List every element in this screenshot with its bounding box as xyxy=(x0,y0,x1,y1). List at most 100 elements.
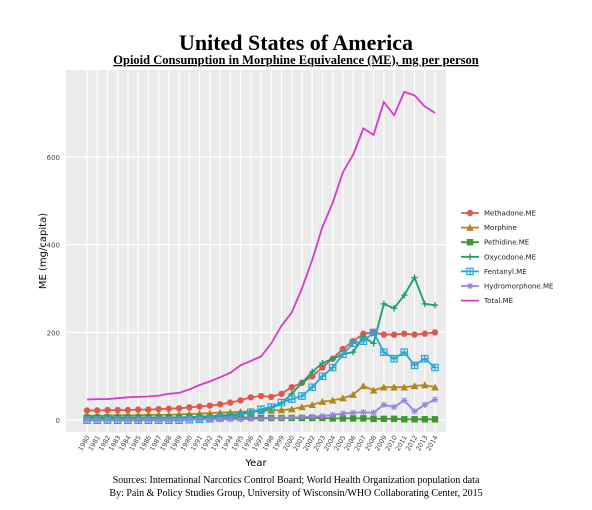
marker xyxy=(349,409,357,416)
marker xyxy=(380,300,388,308)
marker xyxy=(328,396,337,404)
marker xyxy=(227,399,234,406)
legend-label: Pethidine.ME xyxy=(484,239,529,247)
marker xyxy=(329,411,336,419)
note: By: Pain & Policy Studies Group, Univers… xyxy=(109,488,482,499)
marker xyxy=(401,397,408,404)
marker xyxy=(155,405,162,413)
marker xyxy=(411,416,418,423)
marker xyxy=(390,403,398,411)
marker xyxy=(411,408,418,415)
marker xyxy=(196,416,203,423)
marker xyxy=(339,410,347,417)
marker xyxy=(421,300,428,308)
marker xyxy=(431,416,439,423)
legend-label: Methadone.ME xyxy=(484,210,536,218)
marker xyxy=(318,397,327,405)
y-axis-label: ME (mg/capita) xyxy=(38,213,49,289)
marker xyxy=(268,393,275,401)
marker xyxy=(145,416,152,423)
marker xyxy=(401,330,408,337)
marker xyxy=(298,403,306,411)
marker xyxy=(298,413,306,421)
marker xyxy=(390,354,398,363)
marker xyxy=(287,405,296,413)
marker xyxy=(360,415,367,422)
y-tick-label: 600 xyxy=(47,154,60,162)
marker xyxy=(83,416,91,423)
marker xyxy=(134,416,142,423)
marker xyxy=(420,381,429,389)
legend-label: Morphine xyxy=(484,224,517,232)
marker xyxy=(380,348,388,356)
x-axis-label: Year xyxy=(244,458,267,469)
marker xyxy=(124,406,132,414)
marker xyxy=(466,267,474,276)
marker xyxy=(114,416,121,423)
marker xyxy=(134,406,142,413)
marker xyxy=(431,301,439,309)
marker xyxy=(431,383,439,391)
marker xyxy=(349,390,357,398)
marker xyxy=(420,354,429,363)
marker xyxy=(257,415,265,423)
marker xyxy=(370,409,377,416)
marker xyxy=(114,406,121,414)
marker xyxy=(83,407,91,414)
marker xyxy=(370,415,377,423)
marker xyxy=(298,392,306,400)
marker xyxy=(104,406,111,414)
marker xyxy=(466,223,474,231)
y-tick-label: 0 xyxy=(56,417,60,425)
marker xyxy=(104,416,111,423)
marker xyxy=(268,415,275,422)
marker xyxy=(216,401,224,408)
marker xyxy=(349,415,357,422)
marker xyxy=(431,396,439,403)
marker xyxy=(390,331,398,338)
marker xyxy=(410,361,419,370)
series-line xyxy=(86,90,436,401)
marker xyxy=(360,409,367,416)
marker xyxy=(380,415,388,423)
marker xyxy=(421,401,428,408)
legend-label: Hydromorphone.ME xyxy=(484,283,553,291)
marker xyxy=(308,383,316,392)
marker xyxy=(319,413,326,420)
marker xyxy=(287,395,296,403)
marker xyxy=(94,416,101,423)
marker xyxy=(328,363,337,372)
marker xyxy=(175,416,183,423)
legend-label: Total.ME xyxy=(483,297,513,305)
marker xyxy=(155,416,162,423)
marker xyxy=(206,416,214,423)
marker xyxy=(466,282,474,290)
marker xyxy=(186,404,193,411)
y-tick-label: 400 xyxy=(47,242,60,250)
marker xyxy=(359,337,368,345)
marker xyxy=(369,328,378,337)
marker xyxy=(186,416,193,423)
marker xyxy=(318,372,327,381)
marker xyxy=(308,400,316,408)
chart-title: United States of America xyxy=(179,30,413,55)
marker xyxy=(466,209,474,217)
marker xyxy=(216,408,224,416)
marker xyxy=(390,383,398,391)
marker xyxy=(124,416,132,423)
marker xyxy=(359,382,368,390)
marker xyxy=(278,414,285,422)
marker xyxy=(175,405,183,412)
marker xyxy=(196,403,203,410)
marker xyxy=(165,405,173,412)
marker xyxy=(390,415,398,423)
marker xyxy=(349,339,357,348)
marker xyxy=(308,368,316,376)
marker xyxy=(277,398,286,407)
marker xyxy=(400,383,409,391)
marker xyxy=(319,359,326,367)
marker xyxy=(319,364,326,371)
legend-label: Fentanyl.ME xyxy=(484,268,527,276)
marker xyxy=(247,415,254,423)
